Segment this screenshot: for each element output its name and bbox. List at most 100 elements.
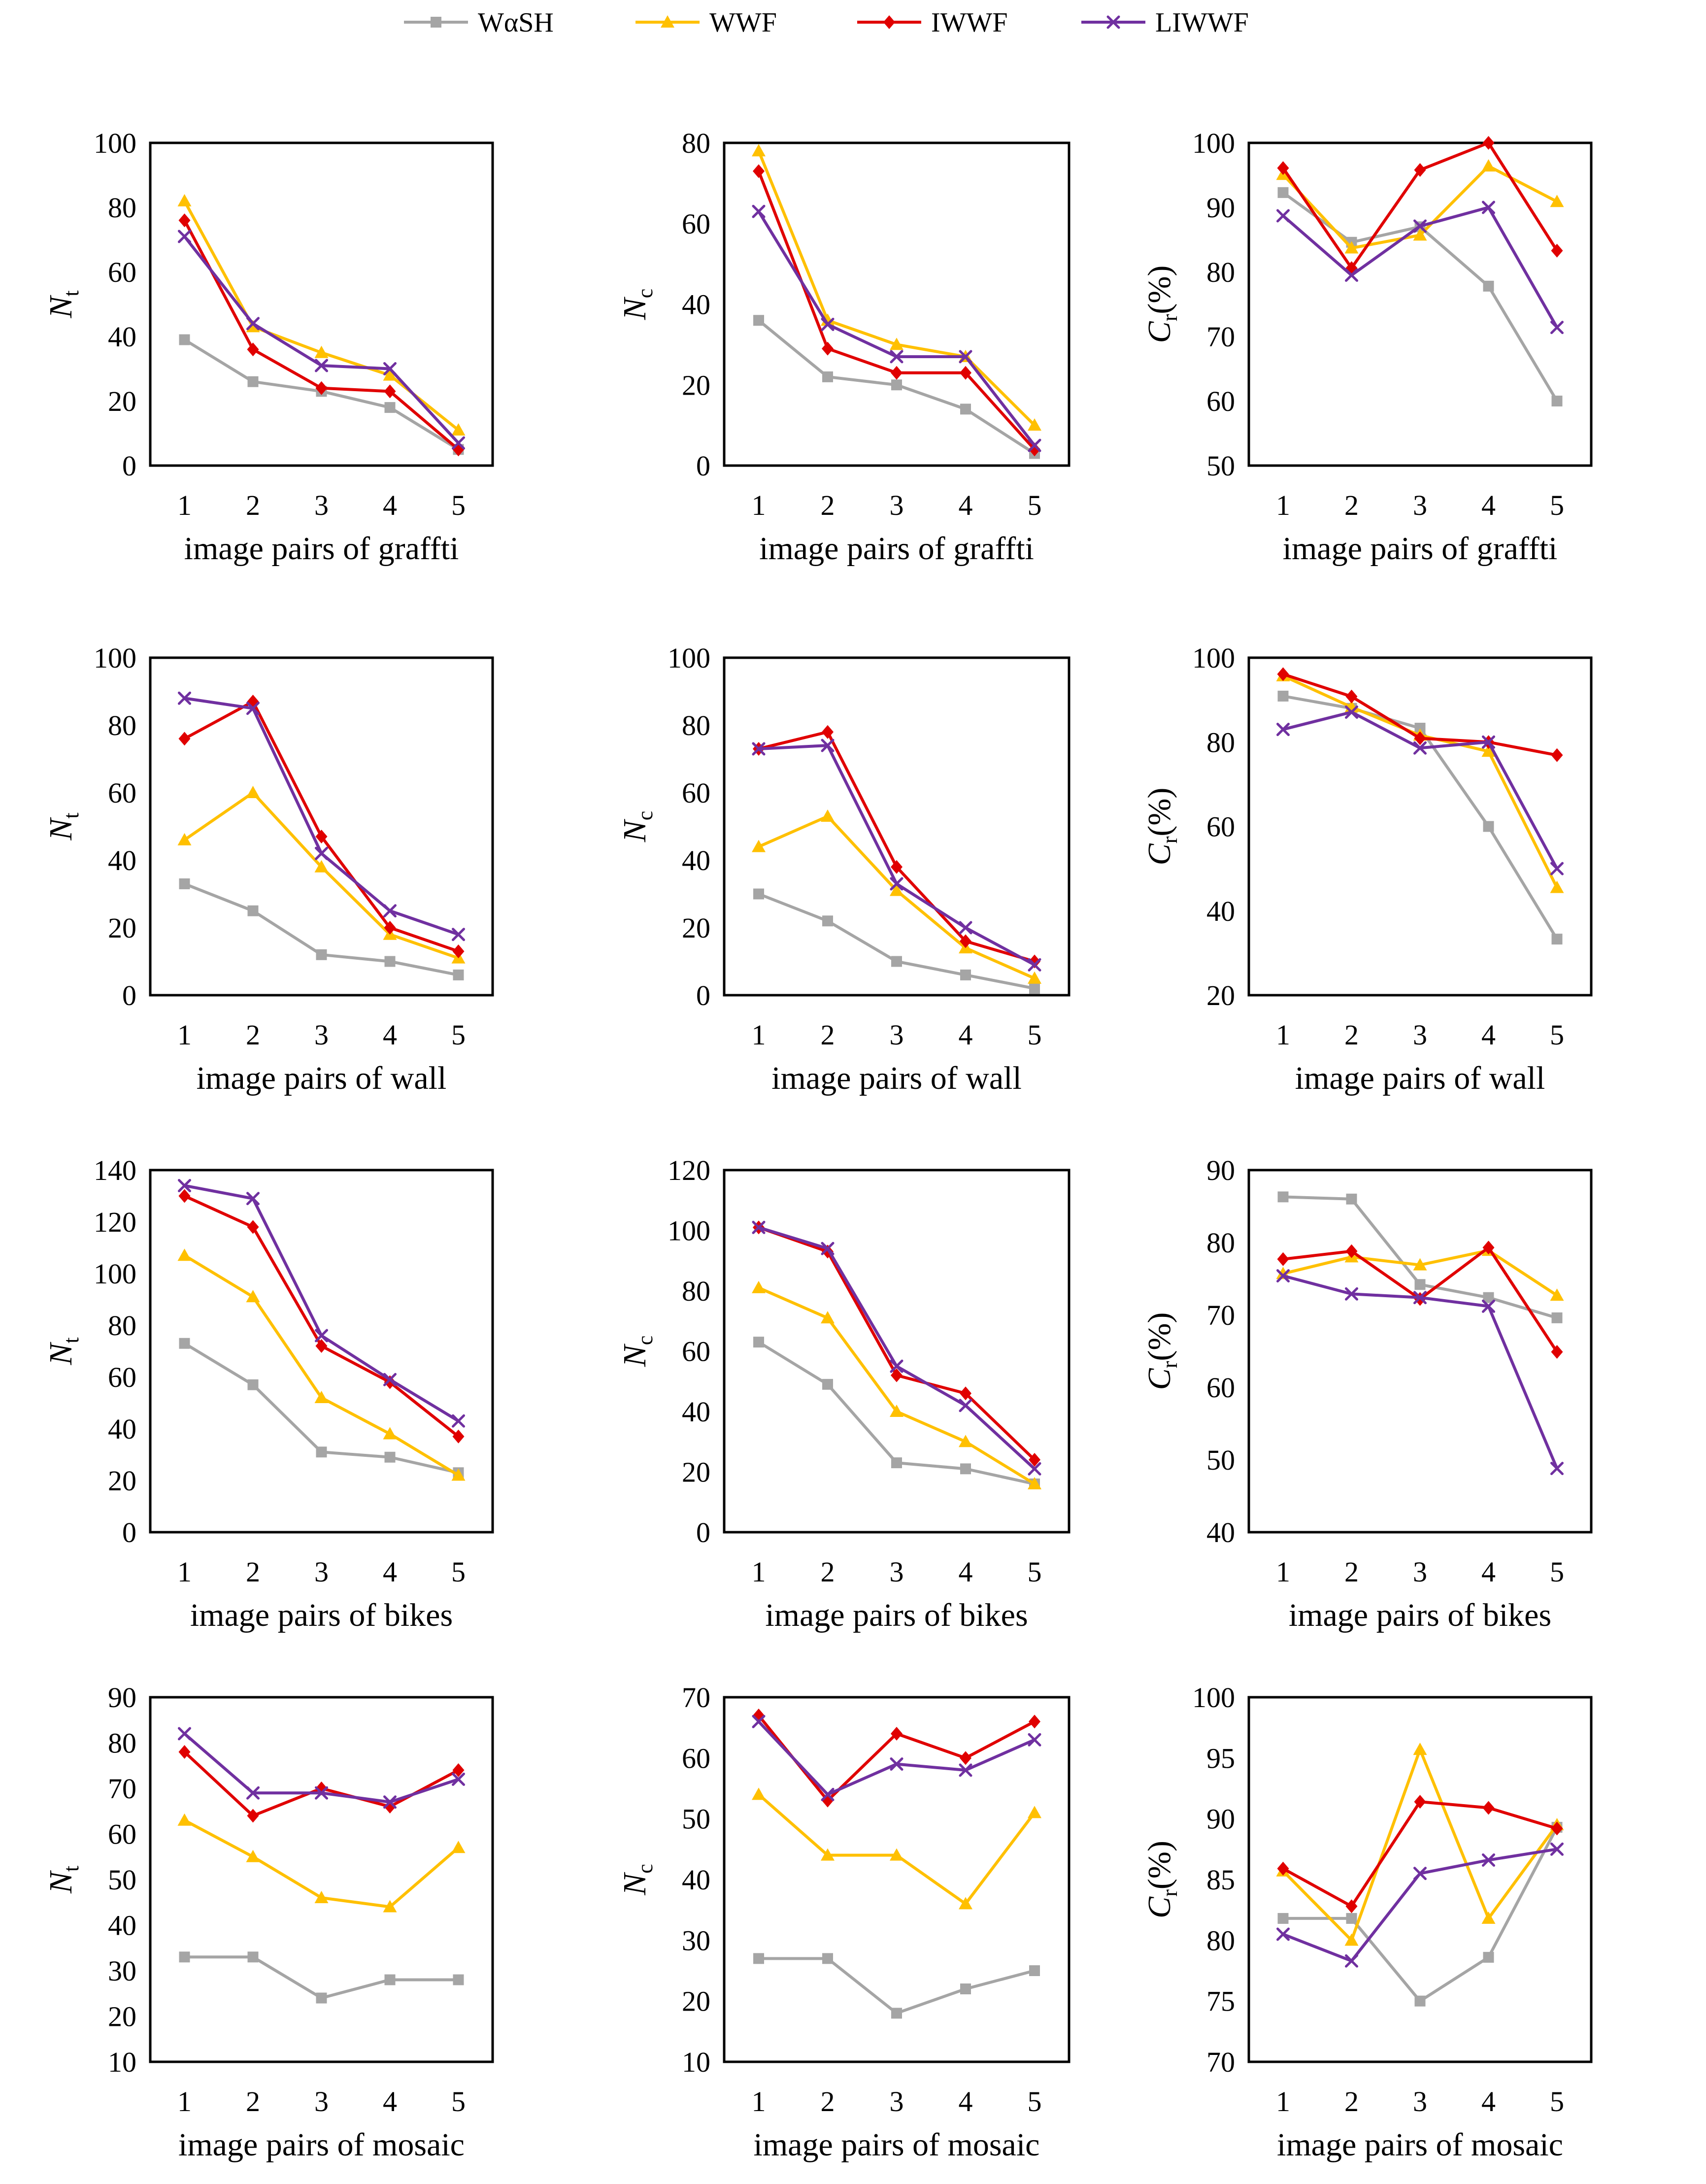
data-point (1481, 1911, 1496, 1924)
series-iwwf (178, 1189, 465, 1444)
y-tick-label: 70 (1206, 321, 1235, 353)
data-point (821, 1311, 835, 1324)
chart-nc-graffti: 0 20 40 60 80 1 2 3 4 5 image pairs of graffti Nc (617, 127, 1070, 567)
data-point (315, 1786, 328, 1800)
x-tick-label: 3 (890, 1019, 904, 1051)
series-wwf (177, 786, 466, 964)
y-axis-label-main: N (617, 1872, 653, 1896)
data-point (1277, 1913, 1289, 1924)
data-point (821, 1787, 835, 1801)
data-point (890, 350, 903, 364)
series-iwwf (753, 1709, 1040, 1808)
legend-label: IWWF (931, 7, 1008, 38)
data-point (246, 320, 260, 333)
series-wash (1277, 1191, 1563, 1323)
data-point (752, 742, 766, 756)
series-wwf (1276, 1743, 1564, 1946)
data-point (315, 830, 328, 844)
x-axis-label: image pairs of wall (197, 1060, 447, 1096)
x-tick-label: 3 (1413, 1556, 1427, 1588)
data-point (246, 1786, 260, 1800)
y-tick-label: 30 (108, 1955, 136, 1987)
series-iwwf (753, 725, 1040, 969)
data-point (1414, 1279, 1426, 1290)
y-tick-label: 60 (1206, 1372, 1235, 1404)
x-tick-label: 1 (752, 1019, 766, 1051)
data-point (1346, 1193, 1357, 1205)
plot-frame (149, 656, 494, 997)
data-point (247, 1951, 259, 1963)
plot-frame (149, 141, 494, 467)
y-tick-label: 90 (1206, 1803, 1235, 1835)
x-tick-label: 2 (821, 489, 835, 521)
data-point (247, 905, 259, 916)
y-tick-label: 70 (1206, 1299, 1235, 1331)
plot-frame (723, 1169, 1070, 1534)
data-point (1414, 722, 1426, 734)
x-tick-label: 1 (752, 489, 766, 521)
y-axis-label-sub: c (633, 1864, 657, 1874)
y-tick-label: 80 (1206, 256, 1235, 288)
y-axis-label-main: N (43, 1870, 79, 1894)
x-axis-label: image pairs of mosaic (178, 2127, 465, 2163)
x-tick-label: 5 (1550, 489, 1564, 521)
series-line (183, 219, 460, 451)
x-tick-label: 3 (314, 1019, 329, 1051)
data-point (247, 1809, 259, 1823)
data-point (753, 315, 764, 326)
series-line (1282, 141, 1559, 270)
data-point (1029, 983, 1040, 994)
data-point (1481, 744, 1496, 757)
data-point (383, 1373, 397, 1386)
data-point (452, 1763, 465, 1777)
y-tick-label: 30 (682, 1924, 710, 1956)
data-point (1482, 735, 1495, 749)
series-iwwf (753, 1220, 1040, 1467)
series-liwwf (752, 739, 1041, 972)
y-tick-label: 60 (108, 256, 136, 288)
y-axis-label-main: C (1141, 321, 1177, 343)
series-wwf (752, 1787, 1041, 1910)
data-point (1028, 1462, 1041, 1476)
y-tick-label: 100 (1192, 127, 1235, 159)
data-point (1276, 1269, 1290, 1283)
data-point (1413, 1743, 1427, 1755)
data-point (1029, 1965, 1040, 1976)
y-axis-label-main: C (1141, 1368, 1177, 1390)
data-point (384, 921, 396, 935)
y-tick-label: 90 (1206, 1154, 1235, 1186)
series-wash (179, 1951, 464, 2004)
y-axis-label: Nc (617, 811, 657, 843)
data-point (1345, 269, 1358, 282)
data-point (1550, 1288, 1564, 1301)
y-axis-label-main: C (1141, 1896, 1177, 1918)
y-tick-label: 80 (682, 127, 710, 159)
data-point (315, 381, 328, 395)
data-point (179, 1951, 190, 1963)
x-tick-label: 5 (1028, 489, 1042, 521)
data-point (822, 1378, 833, 1390)
series-liwwf (752, 1220, 1041, 1476)
y-tick-label: 20 (1206, 979, 1235, 1011)
x-tick-label: 2 (1344, 2085, 1359, 2117)
y-axis-label: Cr(%) (1141, 266, 1182, 343)
plot-frame (723, 1696, 1070, 2063)
data-point (752, 1220, 766, 1234)
y-tick-label: 70 (108, 1773, 136, 1805)
series-iwwf (753, 164, 1040, 457)
x-tick-label: 5 (451, 1556, 466, 1588)
data-point (1029, 442, 1040, 457)
data-point (1028, 1806, 1041, 1818)
legend-marker (661, 15, 674, 28)
y-axis-label-sub: t (59, 812, 83, 818)
x-tick-label: 3 (1413, 2085, 1427, 2117)
data-point (247, 1220, 259, 1234)
data-point (1345, 1899, 1358, 1914)
series-line (184, 1184, 460, 1422)
y-axis-label-main: N (617, 296, 653, 320)
y-tick-label: 60 (682, 1336, 710, 1368)
data-point (384, 384, 396, 399)
x-axis-label: image pairs of wall (771, 1060, 1022, 1096)
x-tick-label: 5 (451, 2085, 466, 2117)
y-tick-label: 50 (1206, 1444, 1235, 1476)
